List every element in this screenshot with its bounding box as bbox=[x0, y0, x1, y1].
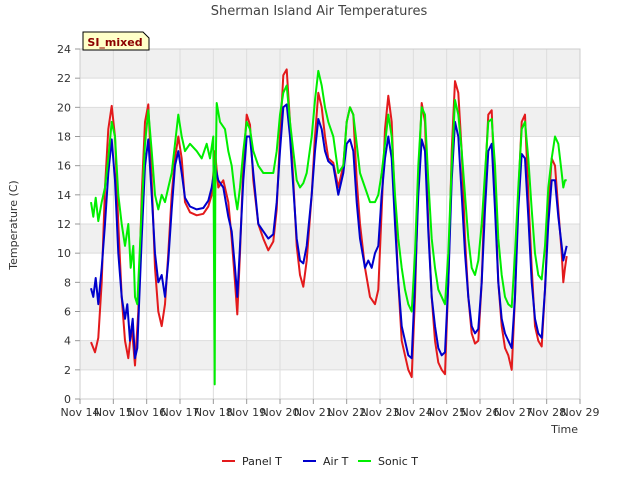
background-band bbox=[80, 49, 580, 79]
x-tick-label: Nov 27 bbox=[494, 406, 533, 419]
x-tick-label: Nov 24 bbox=[394, 406, 433, 419]
y-tick-label: 22 bbox=[57, 72, 71, 85]
x-tick-label: Nov 29 bbox=[561, 406, 600, 419]
x-tick-label: Nov 16 bbox=[127, 406, 166, 419]
y-tick-label: 16 bbox=[57, 160, 71, 173]
x-tick-label: Nov 17 bbox=[161, 406, 200, 419]
legend-entry: Panel T bbox=[242, 455, 282, 468]
background-band bbox=[80, 340, 580, 370]
y-axis-label: Temperature (C) bbox=[7, 180, 20, 270]
x-tick-label: Nov 19 bbox=[227, 406, 266, 419]
series-lines bbox=[90, 68, 568, 386]
y-tick-label: 24 bbox=[57, 43, 71, 56]
background-band bbox=[80, 107, 580, 137]
x-tick-label: Nov 22 bbox=[327, 406, 366, 419]
y-tick-label: 10 bbox=[57, 247, 71, 260]
y-tick-label: 14 bbox=[57, 189, 71, 202]
y-tick-label: 4 bbox=[64, 335, 71, 348]
y-tick-label: 18 bbox=[57, 131, 71, 144]
plot-background-bands bbox=[80, 49, 580, 370]
y-tick-label: 6 bbox=[64, 306, 71, 319]
x-tick-label: Nov 18 bbox=[194, 406, 233, 419]
y-tick-label: 12 bbox=[57, 218, 71, 231]
badge-label: SI_mixed bbox=[87, 36, 142, 49]
x-tick-label: Nov 21 bbox=[294, 406, 333, 419]
x-tick-label: Nov 28 bbox=[527, 406, 566, 419]
chart-title: Sherman Island Air Temperatures bbox=[211, 4, 428, 19]
series-line-air-t bbox=[90, 103, 568, 360]
x-tick-label: Nov 25 bbox=[427, 406, 466, 419]
legend-entry: Air T bbox=[323, 455, 349, 468]
x-tick-label: Nov 15 bbox=[94, 406, 133, 419]
x-axis-label: Time bbox=[550, 423, 578, 436]
x-tick-label: Nov 23 bbox=[361, 406, 400, 419]
badge-box bbox=[82, 31, 150, 51]
y-tick-label: 20 bbox=[57, 101, 71, 114]
y-tick-label: 0 bbox=[64, 393, 71, 406]
station-badge: SI_mixed bbox=[82, 31, 150, 51]
x-tick-label: Nov 20 bbox=[261, 406, 300, 419]
x-tick-label: Nov 14 bbox=[61, 406, 100, 419]
y-tick-label: 8 bbox=[64, 276, 71, 289]
series-line-sonic-t bbox=[90, 69, 567, 386]
x-tick-label: Nov 26 bbox=[461, 406, 500, 419]
legend: Panel T Air T Sonic T bbox=[222, 455, 418, 468]
y-tick-label: 2 bbox=[64, 364, 71, 377]
legend-entry: Sonic T bbox=[378, 455, 418, 468]
